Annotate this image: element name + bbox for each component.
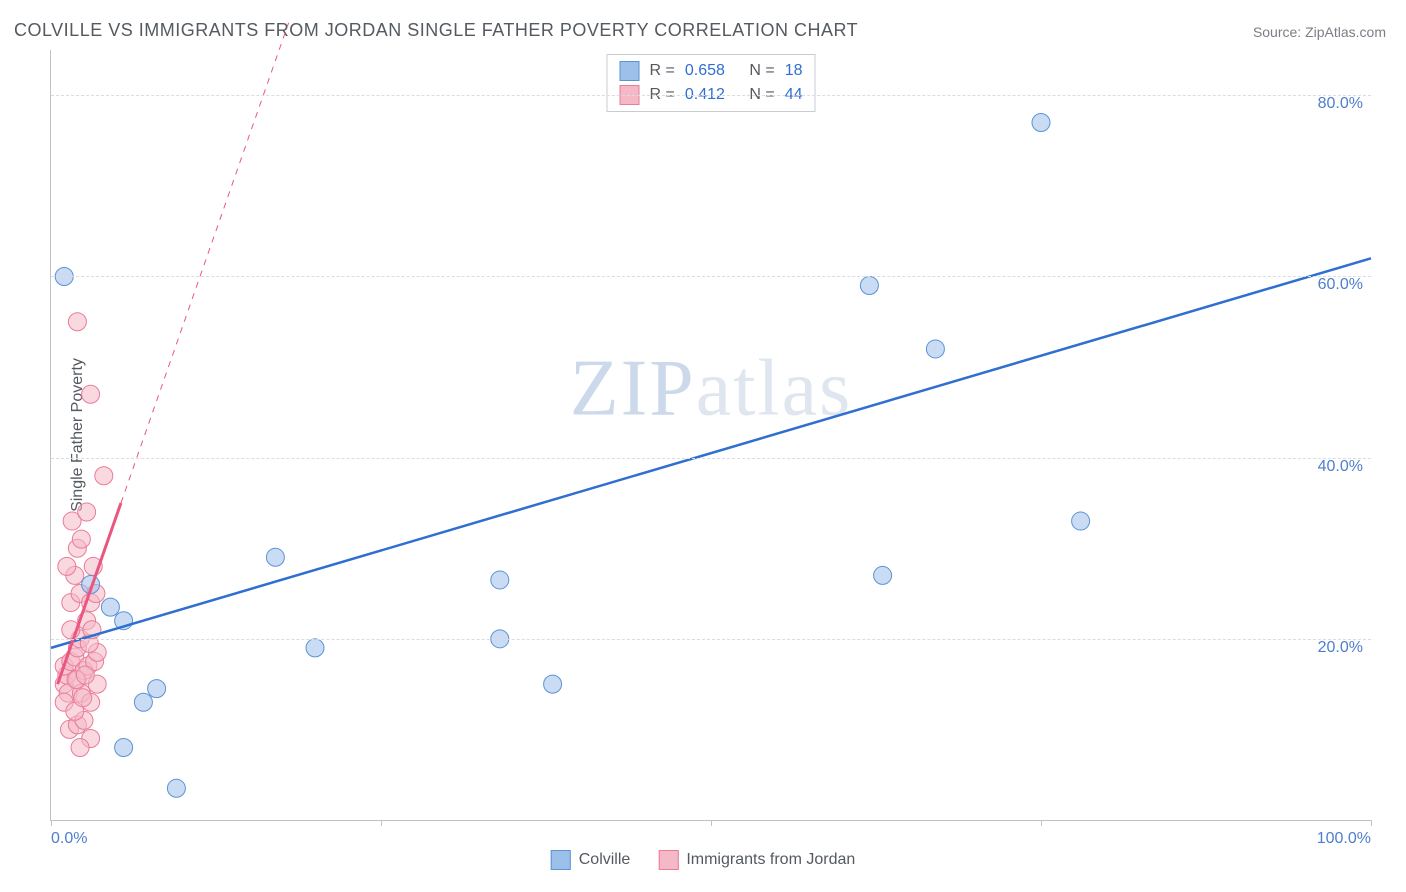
data-point — [95, 467, 113, 485]
x-tick — [1041, 820, 1042, 826]
gridline — [51, 276, 1371, 277]
y-tick-label: 20.0% — [1318, 639, 1363, 657]
legend-item-colville: Colville — [551, 850, 631, 870]
data-point — [58, 557, 76, 575]
swatch-jordan-icon — [658, 850, 678, 870]
data-point — [491, 571, 509, 589]
data-point — [72, 530, 90, 548]
legend-label-colville: Colville — [579, 851, 631, 869]
r-prefix: R = — [650, 59, 675, 83]
data-point — [71, 739, 89, 757]
data-point — [76, 666, 94, 684]
data-point — [167, 779, 185, 797]
plot-area: Single Father Poverty ZIPatlas R = 0.658… — [50, 50, 1371, 821]
y-tick-label: 80.0% — [1318, 95, 1363, 113]
gridline — [51, 95, 1371, 96]
data-point — [74, 689, 92, 707]
data-point — [874, 566, 892, 584]
data-point — [134, 693, 152, 711]
legend-item-jordan: Immigrants from Jordan — [658, 850, 855, 870]
data-point — [1072, 512, 1090, 530]
data-point — [148, 680, 166, 698]
legend-rn-row-colville: R = 0.658 N = 18 — [620, 59, 803, 83]
n-value-colville: 18 — [785, 59, 803, 83]
x-tick — [1371, 820, 1372, 826]
data-point — [82, 385, 100, 403]
swatch-colville — [620, 61, 640, 81]
data-point — [78, 503, 96, 521]
source-label: Source: ZipAtlas.com — [1253, 24, 1386, 40]
data-point — [544, 675, 562, 693]
y-tick-label: 40.0% — [1318, 458, 1363, 476]
chart-title: COLVILLE VS IMMIGRANTS FROM JORDAN SINGL… — [14, 20, 858, 41]
plot-svg — [51, 50, 1371, 820]
data-point — [860, 277, 878, 295]
data-point — [306, 639, 324, 657]
gridline — [51, 458, 1371, 459]
swatch-colville-icon — [551, 850, 571, 870]
x-tick-label-left: 0.0% — [51, 830, 87, 848]
data-point — [1032, 113, 1050, 131]
data-point — [115, 739, 133, 757]
y-tick-label: 60.0% — [1318, 276, 1363, 294]
x-tick — [711, 820, 712, 826]
trend-line — [51, 258, 1371, 648]
gridline — [51, 639, 1371, 640]
x-tick-label-right: 100.0% — [1317, 830, 1371, 848]
data-point — [68, 313, 86, 331]
data-point — [101, 598, 119, 616]
x-tick — [51, 820, 52, 826]
legend-rn-box: R = 0.658 N = 18 R = 0.412 N = 44 — [607, 54, 816, 112]
r-value-colville: 0.658 — [685, 59, 725, 83]
data-point — [266, 548, 284, 566]
legend-label-jordan: Immigrants from Jordan — [686, 851, 855, 869]
x-tick — [381, 820, 382, 826]
data-point — [926, 340, 944, 358]
n-prefix: N = — [749, 59, 774, 83]
legend-bottom: Colville Immigrants from Jordan — [551, 850, 856, 870]
